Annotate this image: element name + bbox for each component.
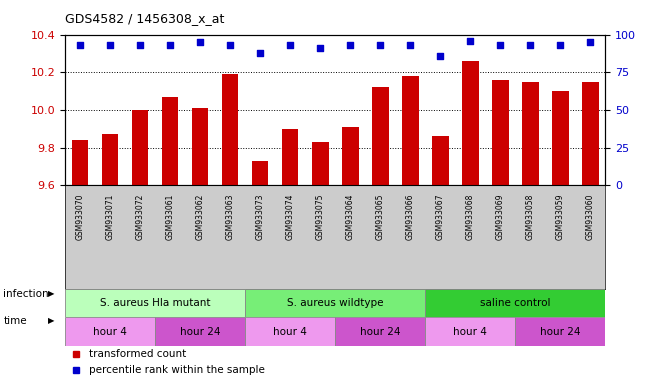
- Text: GSM933069: GSM933069: [496, 194, 505, 240]
- Bar: [425, 318, 516, 346]
- Text: hour 4: hour 4: [273, 326, 307, 336]
- Bar: [462, 61, 478, 185]
- Point: [165, 42, 175, 48]
- Point: [135, 42, 145, 48]
- Point: [315, 45, 326, 51]
- Text: GSM933074: GSM933074: [286, 194, 295, 240]
- Text: ▶: ▶: [48, 316, 54, 325]
- Point: [375, 42, 385, 48]
- Text: GSM933072: GSM933072: [135, 194, 145, 240]
- Text: hour 4: hour 4: [93, 326, 127, 336]
- Bar: [432, 136, 449, 185]
- Point: [255, 50, 266, 56]
- Text: GSM933065: GSM933065: [376, 194, 385, 240]
- Text: GSM933058: GSM933058: [526, 194, 535, 240]
- Point: [495, 42, 506, 48]
- Point: [285, 42, 296, 48]
- Bar: [65, 318, 155, 346]
- Point: [435, 53, 445, 59]
- Text: hour 24: hour 24: [180, 326, 221, 336]
- Bar: [372, 87, 389, 185]
- Bar: [282, 129, 299, 185]
- Point: [465, 38, 475, 44]
- Text: percentile rank within the sample: percentile rank within the sample: [89, 364, 266, 374]
- Point: [585, 39, 596, 45]
- Text: GSM933067: GSM933067: [436, 194, 445, 240]
- Bar: [582, 82, 599, 185]
- Bar: [552, 91, 569, 185]
- Text: ▶: ▶: [48, 289, 54, 298]
- Text: time: time: [3, 316, 27, 326]
- Text: hour 4: hour 4: [453, 326, 488, 336]
- Text: saline control: saline control: [480, 298, 551, 308]
- Bar: [252, 161, 268, 185]
- Bar: [245, 318, 335, 346]
- Point: [75, 42, 85, 48]
- Point: [525, 42, 536, 48]
- Text: hour 24: hour 24: [360, 326, 400, 336]
- Text: GDS4582 / 1456308_x_at: GDS4582 / 1456308_x_at: [65, 12, 225, 25]
- Point: [195, 39, 206, 45]
- Point: [105, 42, 115, 48]
- Bar: [342, 127, 359, 185]
- Text: GSM933068: GSM933068: [466, 194, 475, 240]
- Text: GSM933073: GSM933073: [256, 194, 265, 240]
- Point: [345, 42, 355, 48]
- Text: GSM933060: GSM933060: [586, 194, 595, 240]
- Point: [555, 42, 566, 48]
- Text: GSM933070: GSM933070: [76, 194, 85, 240]
- Text: transformed count: transformed count: [89, 349, 187, 359]
- Point: [225, 42, 236, 48]
- Text: GSM933059: GSM933059: [556, 194, 565, 240]
- Bar: [516, 318, 605, 346]
- Bar: [192, 108, 208, 185]
- Bar: [222, 74, 238, 185]
- Text: GSM933066: GSM933066: [406, 194, 415, 240]
- Bar: [102, 134, 118, 185]
- Bar: [522, 82, 538, 185]
- Bar: [312, 142, 329, 185]
- Text: S. aureus Hla mutant: S. aureus Hla mutant: [100, 298, 210, 308]
- Bar: [425, 289, 605, 318]
- Text: GSM933063: GSM933063: [226, 194, 235, 240]
- Bar: [155, 318, 245, 346]
- Text: hour 24: hour 24: [540, 326, 581, 336]
- Bar: [335, 318, 425, 346]
- Text: GSM933064: GSM933064: [346, 194, 355, 240]
- Point: [405, 42, 415, 48]
- Bar: [402, 76, 419, 185]
- Text: GSM933062: GSM933062: [196, 194, 204, 240]
- Text: GSM933071: GSM933071: [105, 194, 115, 240]
- Bar: [245, 289, 425, 318]
- Text: S. aureus wildtype: S. aureus wildtype: [287, 298, 383, 308]
- Text: GSM933061: GSM933061: [165, 194, 174, 240]
- Bar: [72, 140, 89, 185]
- Bar: [132, 110, 148, 185]
- Bar: [65, 289, 245, 318]
- Bar: [162, 97, 178, 185]
- Text: infection: infection: [3, 289, 49, 299]
- Bar: [492, 80, 508, 185]
- Text: GSM933075: GSM933075: [316, 194, 325, 240]
